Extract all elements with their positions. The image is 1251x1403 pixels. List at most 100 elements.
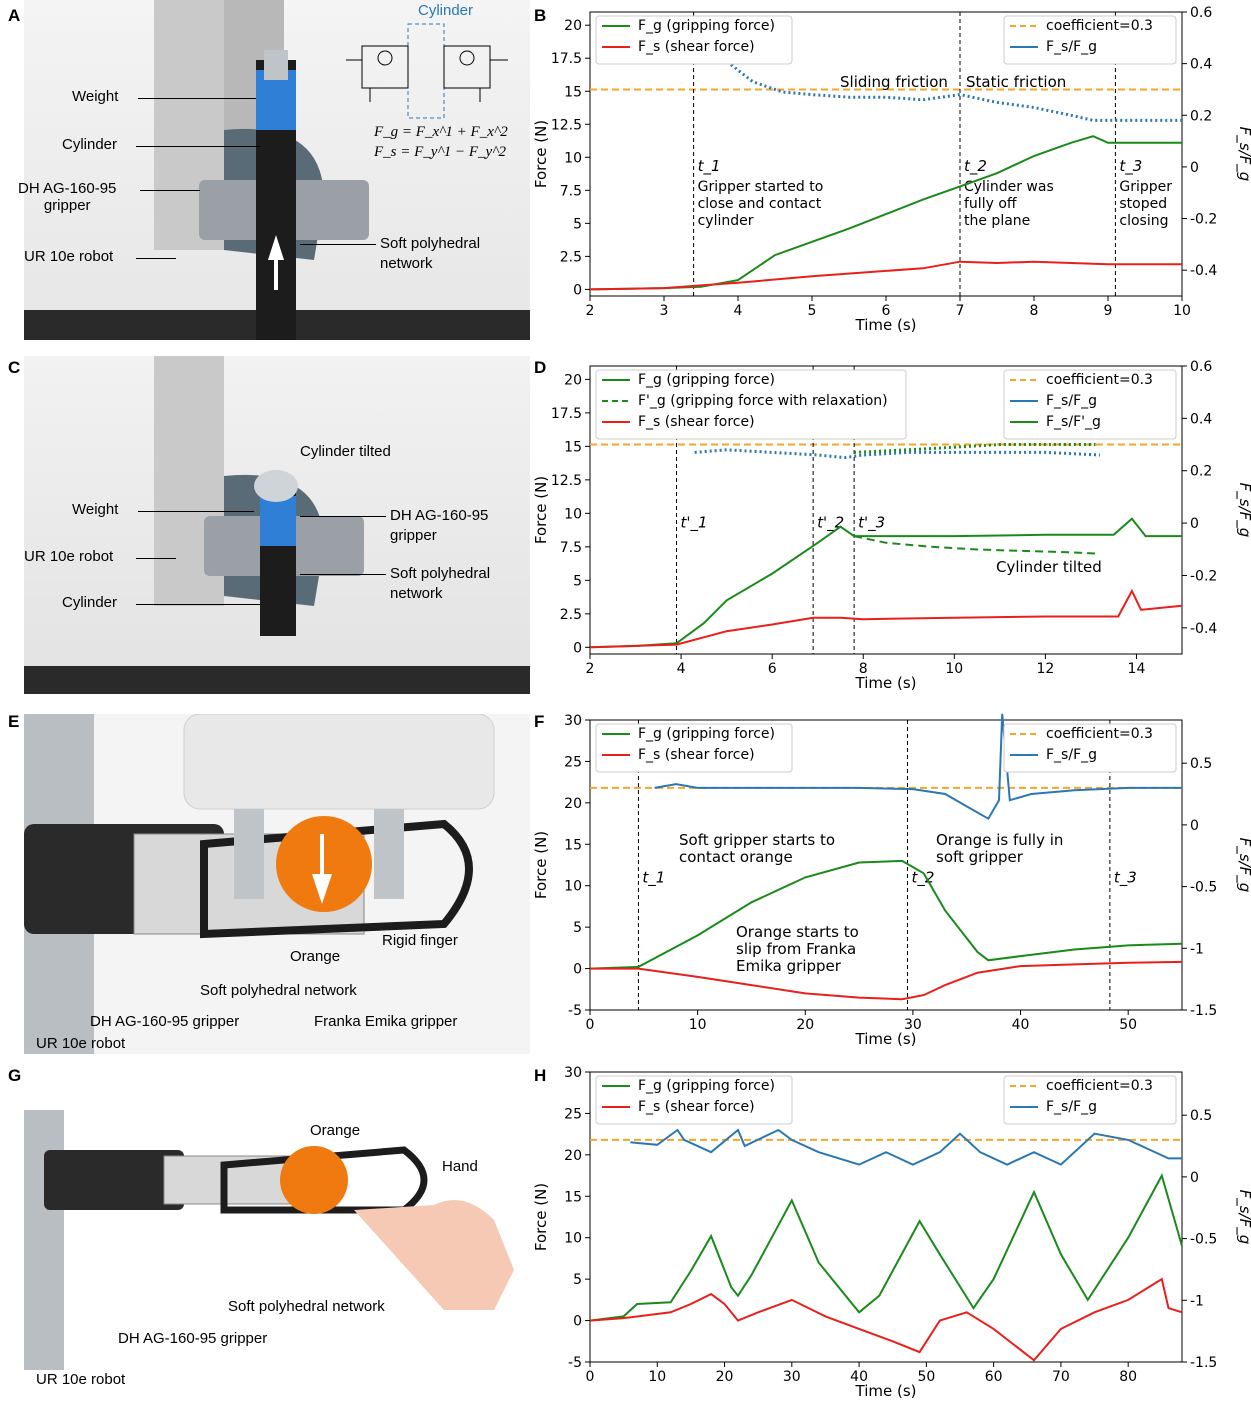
label-hand-g: Hand — [442, 1158, 478, 1175]
y-tick-label-h-20: 20 — [564, 1148, 582, 1164]
series-line-d-f-s-f-g — [694, 448, 1101, 460]
y-tick-label-b-12.5: 12.5 — [551, 117, 582, 133]
event-text-b-2-line-2: fully off — [964, 196, 1017, 212]
leader-weight-a — [138, 98, 256, 99]
y-tick-label-d-2.5: 2.5 — [560, 607, 582, 623]
label-robot-e: UR 10e robot — [36, 1035, 126, 1052]
y2-tick-label-h--1: -1 — [1190, 1293, 1204, 1309]
label-weight-a: Weight — [72, 88, 119, 105]
y2-tick-label-d-0.2: 0.2 — [1190, 464, 1212, 480]
series-line-d-f-s-f-g — [854, 443, 1096, 454]
panel-letter-g: G — [8, 1066, 22, 1085]
x-tick-label-h-20: 20 — [716, 1369, 734, 1385]
y2-axis-label-h: F_s/F_g — [1235, 1190, 1251, 1245]
y2-axis-label-d: F_s/F_g — [1235, 483, 1251, 538]
y2-tick-label-d--0.4: -0.4 — [1190, 621, 1217, 637]
x-axis-label-h: Time (s) — [855, 1382, 917, 1400]
series-line-f-f-g-gripping-force — [589, 859, 1183, 970]
x-tick-label-d-4: 4 — [677, 661, 686, 677]
y2-tick-label-f--1.5: -1.5 — [1190, 1003, 1217, 1019]
label-dh-e: DH AG-160-95 gripper — [90, 1013, 240, 1030]
legend-label-d-f-g-gripping-force-with-relaxation: F'_g (gripping force with relaxation) — [638, 393, 888, 409]
annotation-soft-gripper-contact-line-2: contact orange — [679, 848, 793, 866]
event-label-d-1: t'_1 — [681, 513, 708, 532]
y-tick-label-h-5: 5 — [573, 1272, 582, 1288]
legend-left-box-d — [595, 369, 907, 440]
legend-right-h: coefficient=0.3 F_s/F_g — [1003, 1075, 1177, 1125]
y2-tick-label-f-0.5: 0.5 — [1190, 756, 1212, 772]
y-tick-label-b-15: 15 — [564, 84, 582, 100]
legend-label-h-f-s-f-g: F_s/F_g — [1046, 1099, 1097, 1115]
series-line-d-f-s-shear-force — [589, 588, 1183, 649]
legend-label-d-f-s-shear-force: F_s (shear force) — [638, 414, 755, 430]
y-tick-label-b-2.5: 2.5 — [560, 249, 582, 265]
annotation-sliding-friction: Sliding friction — [840, 73, 948, 91]
panel-letter-h: H — [534, 1066, 547, 1085]
label-weight-c: Weight — [72, 501, 119, 518]
y2-axis-label-b: F_s/F_g — [1235, 127, 1251, 182]
legend-label-b-f-s-f-g: F_s/F_g — [1046, 39, 1097, 55]
annotation-cylinder-tilted: Cylinder tilted — [996, 558, 1102, 576]
series-line-f-f-s-f-g — [654, 713, 1182, 821]
y2-tick-label-h--0.5: -0.5 — [1190, 1232, 1217, 1248]
legend-left-box-f — [595, 723, 793, 773]
annotation-orange-slip-line-2: slip from Franka — [736, 940, 856, 958]
legend-right-f: coefficient=0.3 F_s/F_g — [1003, 723, 1177, 773]
label-dh-g: DH AG-160-95 gripper — [118, 1330, 268, 1347]
label-network-g: Soft polyhedral network — [228, 1298, 385, 1315]
legend-left-b: F_g (gripping force) F_s (shear force) — [595, 15, 793, 65]
event-text-b-1-line-2: close and contact — [698, 196, 822, 212]
event-label-f-1: t_1 — [642, 868, 665, 887]
chart-f: 0 10 20 30 40 50-5051015202530-1.5-1-0.500.5T… — [532, 713, 1251, 1048]
annotation-orange-slip-line-1: Orange starts to — [736, 923, 859, 941]
x-tick-label-b-3: 3 — [660, 303, 669, 319]
x-tick-label-d-2: 2 — [586, 661, 595, 677]
label-gripper-a: DH AG-160-95 gripper — [18, 180, 117, 214]
legend-label-b-coefficient-0-3: coefficient=0.3 — [1046, 18, 1153, 34]
panel-letter-a: A — [8, 6, 21, 25]
y-tick-label-b-10: 10 — [564, 150, 582, 166]
y2-axis-label-f: F_s/F_g — [1235, 838, 1251, 893]
leader-cylinder-a — [136, 146, 260, 147]
label-orange-g: Orange — [310, 1122, 361, 1139]
series-line-d-f-g-gripping-force — [589, 517, 1182, 649]
robot-setup-illustration-c — [24, 356, 530, 694]
label-cylinder-c: Cylinder — [62, 594, 118, 611]
x-tick-label-b-10: 10 — [1173, 303, 1191, 319]
y-tick-label-h-30: 30 — [564, 1065, 582, 1081]
panel-letter-c: C — [8, 358, 21, 377]
annotation-orange-in-gripper-line-1: Orange is fully in — [936, 831, 1063, 849]
x-tick-label-b-4: 4 — [734, 303, 743, 319]
y2-tick-label-b--0.4: -0.4 — [1190, 263, 1217, 279]
event-label-b-3: t_3 — [1119, 157, 1142, 176]
x-tick-label-h-80: 80 — [1119, 1369, 1137, 1385]
y-axis-label-h: Force (N) — [532, 1183, 550, 1251]
legend-label-f-f-s-shear-force: F_s (shear force) — [638, 747, 755, 763]
y-tick-label-b-20: 20 — [564, 18, 582, 34]
x-tick-label-b-6: 6 — [882, 303, 891, 319]
y2-tick-label-d-0.4: 0.4 — [1190, 411, 1212, 427]
leader-gripper-a — [140, 190, 200, 191]
chart-h: 0 10 20 30 40 50 60 70 80-5051015202530-1.5-1-0.… — [532, 1065, 1251, 1400]
x-tick-label-f-30: 30 — [904, 1017, 922, 1033]
y-tick-label-f-15: 15 — [564, 837, 582, 853]
x-tick-label-h-60: 60 — [985, 1369, 1003, 1385]
x-tick-label-d-12: 12 — [1036, 661, 1054, 677]
y-tick-label-b-7.5: 7.5 — [560, 183, 582, 199]
legend-label-f-coefficient-0-3: coefficient=0.3 — [1046, 726, 1153, 742]
legend-label-b-f-g-gripping-force: F_g (gripping force) — [638, 18, 775, 34]
y-tick-label-f-25: 25 — [564, 754, 582, 770]
leader-weight-c — [138, 511, 254, 512]
x-tick-label-b-5: 5 — [808, 303, 817, 319]
x-tick-label-b-9: 9 — [1104, 303, 1113, 319]
diagram-title: Cylinder — [418, 2, 474, 19]
legend-label-h-f-g-gripping-force: F_g (gripping force) — [638, 1078, 775, 1094]
axes-frame-d — [589, 365, 1183, 655]
legend-label-d-coefficient-0-3: coefficient=0.3 — [1046, 372, 1153, 388]
event-label-f-3: t_3 — [1114, 868, 1137, 887]
label-robot-c: UR 10e robot — [24, 548, 114, 565]
x-tick-label-b-8: 8 — [1030, 303, 1039, 319]
equation-fs: F_s = F_y^1 − F_y^2 — [374, 144, 507, 160]
annotation-orange-slip-line-3: Emika gripper — [736, 957, 842, 975]
